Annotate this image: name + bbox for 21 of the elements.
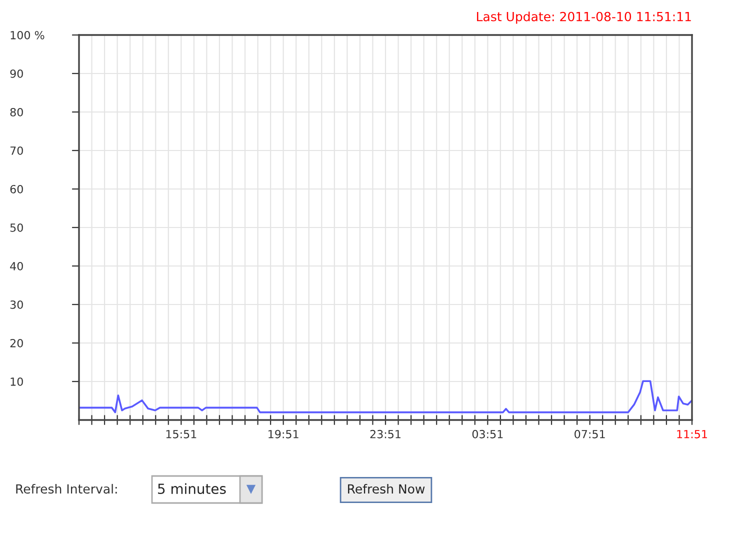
x-tick-label: 19:51	[268, 430, 298, 438]
y-tick-label: 30	[10, 300, 23, 309]
x-tick-label: 11:51	[677, 430, 707, 438]
y-tick-label: 40	[10, 262, 23, 270]
text: Refresh Interval:	[16, 484, 117, 494]
text: Refresh Now	[348, 484, 425, 494]
y-tick-label: 60	[10, 184, 23, 194]
y-tick-label: 10	[10, 377, 23, 386]
y-tick-label: 80	[10, 108, 23, 116]
chart-title: Last Update: 2011-08-10 11:51:11	[477, 12, 691, 24]
x-tick-label: 15:51	[166, 430, 196, 438]
y-tick-label: 70	[10, 146, 23, 155]
y-tick-label: 50	[10, 223, 23, 232]
text: 5 minutes	[158, 483, 226, 494]
x-tick-label: 07:51	[574, 430, 605, 438]
line-series	[79, 380, 692, 414]
x-tick-label: 03:51	[472, 430, 503, 438]
y-tick-label: 90	[10, 69, 23, 78]
y-tick-label: 100 %	[10, 30, 44, 40]
y-tick-label: 20	[10, 338, 23, 348]
x-tick-label: 23:51	[370, 430, 400, 438]
